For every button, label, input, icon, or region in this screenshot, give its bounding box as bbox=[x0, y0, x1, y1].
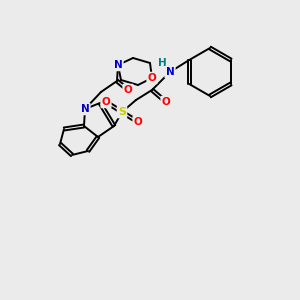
Text: S: S bbox=[118, 107, 126, 117]
Text: N: N bbox=[114, 60, 122, 70]
Text: O: O bbox=[124, 85, 132, 95]
Text: H: H bbox=[158, 58, 166, 68]
Text: O: O bbox=[148, 73, 156, 83]
Text: N: N bbox=[81, 104, 89, 114]
Text: O: O bbox=[162, 97, 170, 107]
Text: O: O bbox=[102, 97, 110, 107]
Text: N: N bbox=[166, 67, 174, 77]
Text: O: O bbox=[134, 117, 142, 127]
